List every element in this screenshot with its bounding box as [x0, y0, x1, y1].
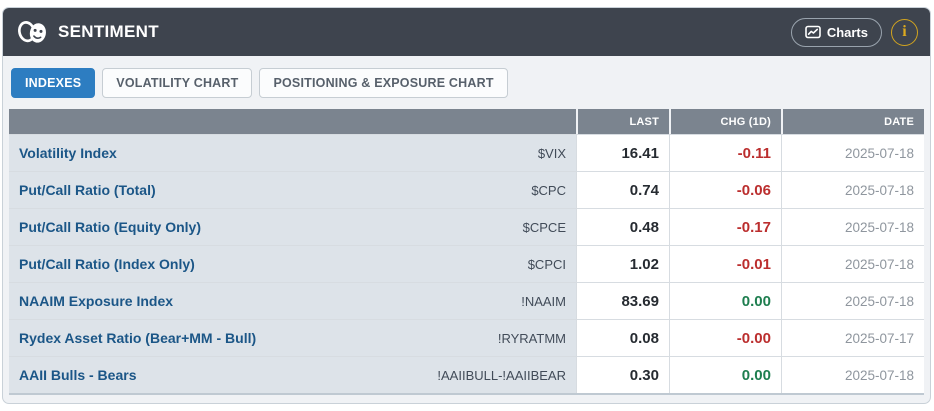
- index-name-link[interactable]: Put/Call Ratio (Total): [19, 182, 156, 198]
- tab-volatility-chart[interactable]: VOLATILITY CHART: [102, 68, 253, 98]
- line-chart-icon: [805, 25, 821, 39]
- index-name-link[interactable]: NAAIM Exposure Index: [19, 293, 174, 309]
- date-value: 2025-07-18: [781, 171, 924, 208]
- last-value: 0.08: [576, 319, 669, 356]
- index-symbol: !AAIIBULL-!AAIIBEAR: [437, 367, 566, 383]
- index-name-link[interactable]: Put/Call Ratio (Equity Only): [19, 219, 202, 235]
- index-name-link[interactable]: AAII Bulls - Bears: [19, 367, 137, 383]
- date-value: 2025-07-18: [781, 245, 924, 282]
- table-row[interactable]: Put/Call Ratio (Index Only) $CPCI 1.02 -…: [9, 245, 924, 282]
- theater-masks-icon: [18, 20, 46, 43]
- sentiment-panel: SENTIMENT Charts i INDEXES VOLATILITY CH…: [2, 7, 931, 404]
- index-symbol: $VIX: [537, 145, 566, 161]
- change-value: -0.06: [736, 181, 771, 199]
- index-symbol: !NAAIM: [521, 293, 566, 309]
- last-value: 0.30: [576, 356, 669, 393]
- table-header-row: LAST CHG (1D) DATE: [9, 109, 924, 134]
- index-name-link[interactable]: Rydex Asset Ratio (Bear+MM - Bull): [19, 330, 257, 346]
- table-row[interactable]: NAAIM Exposure Index !NAAIM 83.69 0.00 2…: [9, 282, 924, 319]
- col-header-chg: CHG (1D): [669, 109, 781, 134]
- col-header-date: DATE: [781, 109, 924, 134]
- table-row[interactable]: Put/Call Ratio (Equity Only) $CPCE 0.48 …: [9, 208, 924, 245]
- change-value: -0.00: [736, 329, 771, 347]
- col-header-name: [9, 109, 576, 134]
- change-value: -0.01: [736, 255, 771, 273]
- index-symbol: !RYRATMM: [497, 330, 566, 346]
- last-value: 0.48: [576, 208, 669, 245]
- table-row[interactable]: Rydex Asset Ratio (Bear+MM - Bull) !RYRA…: [9, 319, 924, 356]
- date-value: 2025-07-17: [781, 319, 924, 356]
- table-row[interactable]: Put/Call Ratio (Total) $CPC 0.74 -0.06 2…: [9, 171, 924, 208]
- view-tabs: INDEXES VOLATILITY CHART POSITIONING & E…: [3, 56, 930, 109]
- info-button[interactable]: i: [891, 18, 918, 46]
- charts-button[interactable]: Charts: [790, 17, 882, 47]
- change-value: 0.00: [741, 366, 771, 384]
- charts-button-label: Charts: [826, 24, 868, 40]
- tab-positioning-exposure-chart[interactable]: POSITIONING & EXPOSURE CHART: [259, 68, 508, 98]
- last-value: 0.74: [576, 171, 669, 208]
- table-row[interactable]: Volatility Index $VIX 16.41 -0.11 2025-0…: [9, 134, 924, 171]
- last-value: 16.41: [576, 134, 669, 171]
- sentiment-indexes-table: LAST CHG (1D) DATE Volatility Index $VIX…: [9, 109, 924, 395]
- col-header-last: LAST: [576, 109, 669, 134]
- index-symbol: $CPCE: [522, 219, 566, 235]
- change-value: -0.17: [736, 218, 771, 236]
- change-value: -0.11: [737, 144, 771, 162]
- tab-label: POSITIONING & EXPOSURE CHART: [273, 76, 494, 90]
- last-value: 1.02: [576, 245, 669, 282]
- index-symbol: $CPC: [531, 182, 566, 198]
- info-button-label: i: [902, 23, 907, 40]
- tab-label: INDEXES: [25, 76, 82, 90]
- date-value: 2025-07-18: [781, 134, 924, 171]
- tab-indexes[interactable]: INDEXES: [11, 68, 96, 98]
- date-value: 2025-07-18: [781, 208, 924, 245]
- index-symbol: $CPCI: [527, 256, 566, 272]
- date-value: 2025-07-18: [781, 282, 924, 319]
- index-name-link[interactable]: Put/Call Ratio (Index Only): [19, 256, 195, 272]
- last-value: 83.69: [576, 282, 669, 319]
- tab-label: VOLATILITY CHART: [116, 76, 239, 90]
- index-name-link[interactable]: Volatility Index: [19, 145, 117, 161]
- panel-title: SENTIMENT: [58, 22, 159, 41]
- panel-header: SENTIMENT Charts i: [3, 8, 930, 56]
- table-row[interactable]: AAII Bulls - Bears !AAIIBULL-!AAIIBEAR 0…: [9, 356, 924, 393]
- change-value: 0.00: [741, 292, 771, 310]
- date-value: 2025-07-18: [781, 356, 924, 393]
